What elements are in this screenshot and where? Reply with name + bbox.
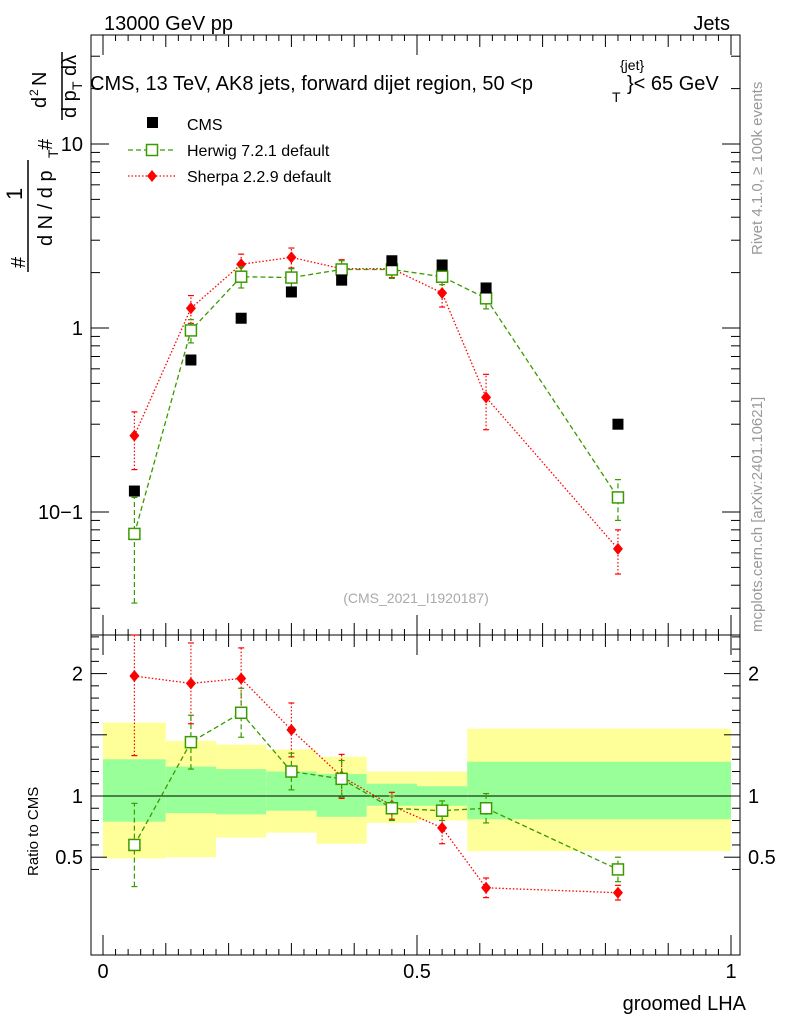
ratio-ylabel: Ratio to CMS [25,787,42,876]
sherpa-ratio-marker [286,723,297,736]
series-layer [128,247,625,901]
cms-marker [336,274,348,286]
xtick-label: 1 [725,961,736,983]
sherpa-marker [481,391,492,404]
legend-herwig-marker [145,143,159,157]
sherpa-line [133,256,619,550]
herwig-ratio-marker [335,772,348,786]
herwig-ratio-line [133,711,619,871]
title-main: CMS, 13 TeV, AK8 jets, forward dijet reg… [90,73,533,95]
ratio-ytick-label-left: 2 [72,664,83,686]
sherpa-marker [185,302,196,315]
ylabel-d: d [29,97,51,108]
cms-marker [436,259,448,271]
sherpa-ratio-marker [185,677,196,690]
sherpa-ratio-marker [437,821,448,834]
sherpa-marker [437,286,448,299]
legend-sherpa-label: Sherpa 2.2.9 default [187,169,332,186]
cms-marker [128,485,140,497]
herwig-marker [435,270,449,283]
ylabel-one: 1 [2,188,27,200]
herwig-ratio-marker [285,765,298,778]
cms-marker [235,312,247,324]
herwig-ratio-marker [184,735,198,749]
ratio-ytick-label-right: 2 [748,664,759,686]
herwig-marker [184,324,198,337]
ylabel-dp: d p [59,90,81,118]
rivet-label: Rivet 4.1.0, ≥ 100k events [749,82,766,255]
herwig-marker [285,271,298,284]
ylabel-two: 2 [27,89,41,96]
upper-ytick-label: 10−1 [38,502,83,524]
title-end: }< 65 GeV [627,73,719,95]
ratio-ytick-label-right: 0.5 [748,847,776,869]
sherpa-ratio-marker [612,886,623,899]
xtick-label: 0 [97,961,108,983]
header-right: Jets [693,13,730,35]
xlabel: groomed LHA [623,993,747,1015]
ratio-inner-band-2 [216,769,267,815]
legend-sherpa-marker [147,170,157,182]
legend: CMS Herwig 7.2.1 default Sherpa 2.2.9 de… [128,117,332,186]
watermark: (CMS_2021_I1920187) [343,590,489,606]
mcplots-label: mcplots.cern.ch [arXiv:2401.10621] [749,397,766,632]
sherpa-marker [612,542,623,555]
ratio-ytick-label-right: 1 [748,786,759,808]
legend-cms-label: CMS [187,117,223,134]
title-subscript: T [612,89,621,105]
legend-cms-marker [147,117,158,128]
herwig-line [133,268,619,535]
cms-marker [185,354,197,366]
cms-marker [386,255,398,267]
cms-marker [285,286,297,298]
herwig-ratio-marker [385,801,399,815]
plot-title: CMS, 13 TeV, AK8 jets, forward dijet reg… [90,73,533,95]
herwig-ratio-marker [479,801,493,815]
herwig-ratio-marker [234,706,248,720]
ratio-inner-band-7 [467,761,731,820]
herwig-ratio-marker [128,838,141,852]
cms-marker [612,418,624,430]
axes: 10−1 1 10 0 0.5 1 0.5 0.5 1 1 2 2 [38,34,776,983]
ratio-plot-frame [90,634,741,956]
header-left: 13000 GeV pp [104,13,233,35]
herwig-marker [611,491,625,504]
herwig-marker [479,292,493,305]
ylabel-dlambda: dλ [59,55,81,76]
sherpa-ratio-marker [129,670,140,683]
sherpa-ratio-marker [236,672,247,685]
sherpa-ratio-line [134,675,618,894]
xtick-label: 0.5 [403,961,431,983]
title-superscript: {jet} [620,57,644,73]
sherpa-ratio-marker [481,881,492,894]
cms-marker [480,282,492,294]
ratio-bands [103,722,731,859]
herwig-marker [234,270,248,283]
sherpa-marker [129,429,140,442]
ratio-ytick-label-left: 0.5 [55,847,83,869]
ylabel-hash-2: # [35,138,57,150]
upper-ytick-label: 1 [72,318,83,340]
ylabel-hash-1: # [8,256,30,268]
ylabel-N: N [29,72,51,86]
ylabel-denominator: d N / d p [35,170,57,246]
herwig-ratio-marker [435,804,449,817]
herwig-ratio-marker [611,863,625,876]
ratio-inner-band-1 [165,766,217,814]
upper-ylabel: # 1 d N / d p T # d p T dλ d 2 N [2,52,85,272]
ylabel-dp-sub: T [69,81,85,90]
legend-herwig-label: Herwig 7.2.1 default [187,143,330,160]
upper-ytick-label: 10 [61,134,83,156]
ratio-ytick-label-left: 1 [72,786,83,808]
ylabel-denominator-sub: T [45,149,61,158]
herwig-marker [128,527,141,541]
sherpa-marker [286,251,297,264]
herwig-marker [335,263,348,276]
